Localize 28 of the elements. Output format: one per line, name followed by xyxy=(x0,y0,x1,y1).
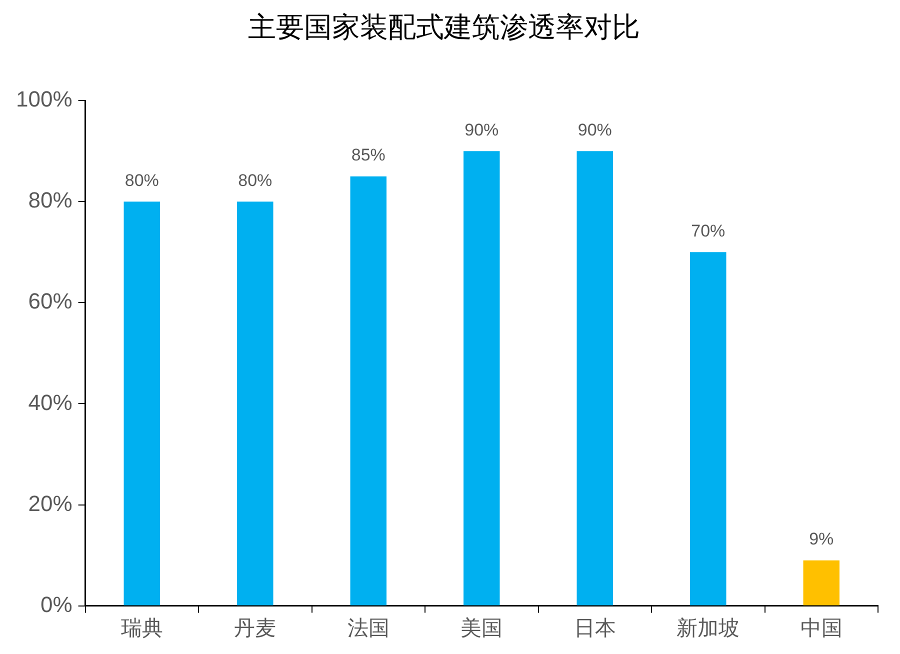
x-tick-label: 丹麦 xyxy=(234,617,276,640)
y-tick-label: 20% xyxy=(28,490,72,516)
bar xyxy=(124,202,160,606)
x-tick-label: 日本 xyxy=(574,617,616,640)
chart-title: 主要国家装配式建筑渗透率对比 xyxy=(248,12,640,43)
x-tick-label: 中国 xyxy=(800,617,842,640)
data-label: 70% xyxy=(691,221,726,240)
bar xyxy=(237,202,274,606)
bar xyxy=(690,252,726,606)
data-label: 9% xyxy=(809,530,834,549)
x-tick-label: 法国 xyxy=(347,617,390,640)
y-tick-label: 0% xyxy=(40,592,72,617)
bar xyxy=(464,151,500,606)
bar xyxy=(350,176,387,606)
data-label: 90% xyxy=(578,120,612,140)
data-label: 80% xyxy=(124,170,159,190)
x-tick-label: 美国 xyxy=(460,617,503,640)
data-label: 80% xyxy=(238,170,272,190)
x-tick-label: 新加坡 xyxy=(676,617,740,640)
y-tick-label: 60% xyxy=(28,288,72,314)
x-tick-label: 瑞典 xyxy=(120,617,163,640)
y-tick-label: 40% xyxy=(28,390,72,415)
data-label: 90% xyxy=(464,120,499,140)
y-tick-label: 80% xyxy=(28,188,72,213)
y-tick-label: 100% xyxy=(16,86,72,112)
bar xyxy=(576,151,613,606)
bar xyxy=(803,560,840,606)
data-label: 85% xyxy=(351,146,386,165)
